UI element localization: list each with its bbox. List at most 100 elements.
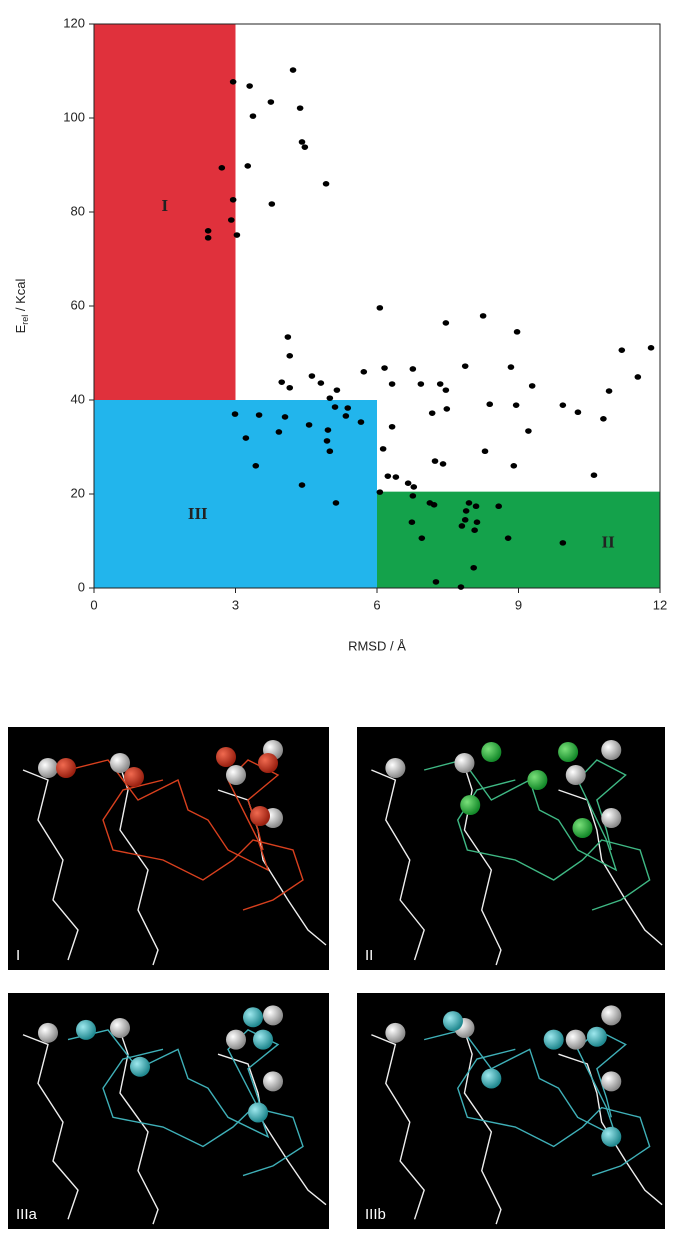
atom-model — [481, 1068, 501, 1088]
point — [246, 83, 253, 89]
point — [230, 79, 237, 85]
point — [444, 406, 451, 412]
point — [410, 493, 417, 499]
point — [219, 165, 226, 171]
atom-model — [601, 1127, 621, 1147]
structure-panel: II — [357, 727, 665, 970]
y-tick-label: 80 — [71, 203, 85, 218]
atom-model — [258, 753, 278, 773]
y-tick-label: 0 — [78, 579, 85, 594]
point — [473, 503, 480, 509]
point — [471, 527, 478, 533]
point — [358, 419, 365, 425]
point — [389, 381, 396, 387]
point — [250, 113, 257, 119]
point — [432, 458, 439, 464]
atom-model — [527, 770, 547, 790]
region-label: II — [601, 532, 615, 551]
point — [333, 500, 340, 506]
point — [299, 482, 306, 488]
panel-label: IIIa — [16, 1206, 38, 1223]
point — [332, 404, 339, 410]
point — [458, 584, 465, 590]
point — [290, 67, 297, 73]
y-title-sub: rel — [20, 315, 30, 325]
point — [327, 448, 334, 454]
y-tick-label: 40 — [71, 391, 85, 406]
atom-native — [601, 740, 621, 760]
point — [344, 405, 351, 411]
point — [470, 565, 477, 571]
y-axis-title: Erel / Kcal — [13, 278, 30, 333]
point — [302, 144, 309, 150]
point — [482, 448, 489, 454]
point — [381, 365, 388, 371]
point — [228, 217, 235, 223]
point — [466, 500, 473, 506]
point — [256, 412, 263, 418]
point — [252, 463, 259, 469]
point — [327, 395, 334, 401]
atom-model — [544, 1030, 564, 1050]
atom-native — [601, 1071, 621, 1091]
point — [360, 369, 367, 375]
point — [286, 353, 293, 359]
point — [385, 473, 392, 479]
atom-native — [263, 1071, 283, 1091]
point — [393, 474, 400, 480]
point — [205, 228, 212, 234]
point — [389, 424, 396, 430]
panel-label: I — [16, 947, 20, 964]
structure-panel: IIIa — [8, 993, 329, 1229]
point — [635, 374, 642, 380]
x-tick-label: 9 — [515, 597, 522, 612]
point — [462, 363, 469, 369]
atom-native — [110, 1018, 130, 1038]
point — [459, 523, 466, 529]
point — [410, 484, 417, 490]
y-tick-label: 20 — [71, 485, 85, 500]
structure-panel: I — [8, 727, 329, 970]
point — [282, 414, 289, 420]
point — [443, 320, 450, 326]
atom-native — [226, 765, 246, 785]
y-title-main: E — [13, 324, 28, 333]
point — [591, 472, 598, 478]
point — [243, 435, 250, 441]
atom-model — [481, 742, 501, 762]
atom-model — [253, 1030, 273, 1050]
atom-model — [460, 795, 480, 815]
structure-panel: IIIb — [357, 993, 665, 1229]
panel-label: II — [365, 947, 373, 964]
point — [463, 508, 470, 514]
point — [285, 334, 292, 340]
point — [474, 519, 481, 525]
point — [575, 409, 582, 415]
point — [529, 383, 536, 389]
atom-model — [248, 1102, 268, 1122]
point — [480, 313, 487, 319]
point — [618, 347, 625, 353]
point — [508, 364, 515, 370]
point — [495, 503, 502, 509]
atom-model — [587, 1027, 607, 1047]
atom-native — [601, 1005, 621, 1025]
atom-model — [558, 742, 578, 762]
x-tick-label: 3 — [232, 597, 239, 612]
point — [276, 429, 283, 435]
atom-native — [38, 1023, 58, 1043]
point — [431, 502, 438, 508]
atom-native — [601, 808, 621, 828]
point — [505, 535, 512, 541]
point — [286, 385, 293, 391]
x-axis-title: RMSD / Å — [348, 638, 406, 653]
region — [94, 400, 377, 588]
point — [230, 197, 237, 203]
x-tick-label: 6 — [373, 597, 380, 612]
point — [514, 329, 521, 335]
region-label: I — [161, 196, 168, 215]
point — [232, 411, 239, 417]
figure: RMSD / Å Erel / Kcal IIIIII0369120204060… — [0, 0, 674, 1229]
point — [299, 139, 306, 145]
atom-model — [76, 1020, 96, 1040]
